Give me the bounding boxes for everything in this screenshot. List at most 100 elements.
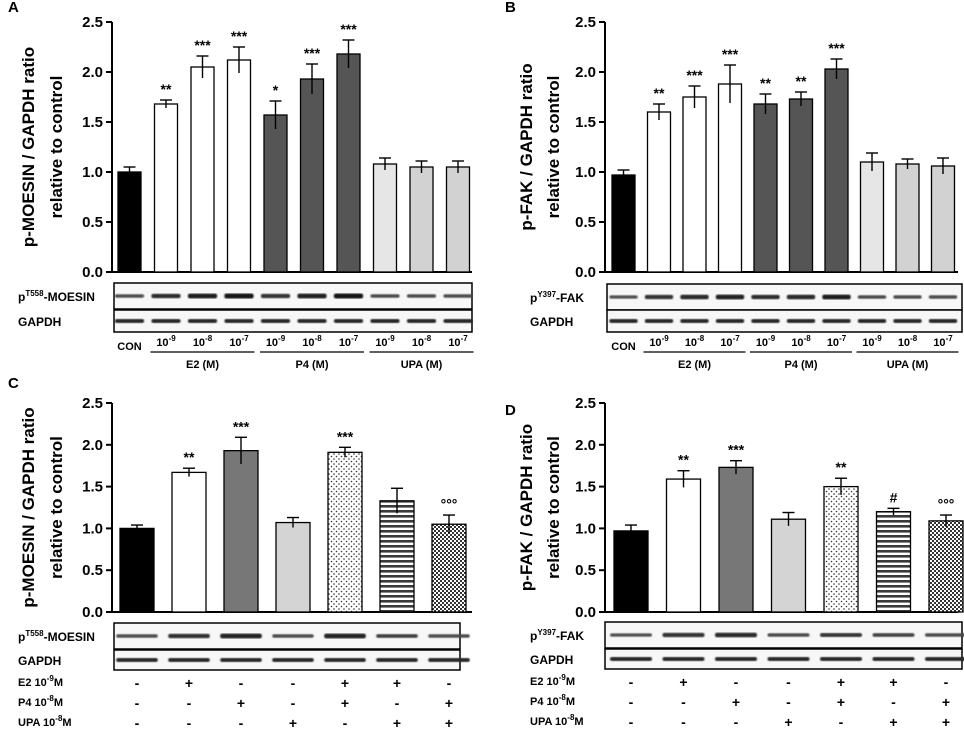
blot-band (609, 295, 638, 299)
significance-label: *** (233, 418, 250, 434)
blot-band (370, 294, 400, 298)
condition-sign: - (629, 674, 634, 690)
bar (117, 171, 142, 273)
blot-band (224, 319, 254, 323)
blot-band (925, 633, 964, 637)
condition-sign: - (839, 714, 844, 730)
y-tick-label: 2.5 (575, 14, 596, 31)
significance-label: ** (654, 85, 665, 101)
condition-sign: + (393, 675, 401, 691)
bar (263, 114, 288, 273)
condition-sign: + (237, 695, 245, 711)
bar (824, 68, 849, 273)
blot-band (151, 319, 181, 323)
condition-sign: + (445, 695, 453, 711)
x-tick-label: 10-9 (375, 334, 395, 349)
blot-label: GAPDH (530, 653, 573, 667)
y-axis-label-2: relative to control (544, 76, 563, 219)
group-label: E2 (M) (186, 359, 219, 371)
blot-band (767, 657, 810, 661)
condition-sign: + (732, 694, 740, 710)
blot-band (324, 633, 366, 639)
blot-band (220, 633, 262, 639)
condition-sign: - (135, 675, 140, 691)
blot-band (116, 658, 158, 662)
blot-band (260, 293, 291, 299)
x-tick-label: 10-9 (649, 334, 669, 349)
bar (336, 53, 361, 273)
y-tick-label: 2.5 (575, 395, 596, 412)
y-tick-label: 0.0 (575, 604, 596, 621)
y-tick-label: 1.0 (82, 164, 103, 181)
panel-b: Bp-FAK / GAPDH ratio relative to control 0… (505, 0, 963, 371)
x-tick-label: 10-7 (933, 334, 953, 349)
condition-sign: - (681, 694, 686, 710)
significance-label: ** (760, 75, 771, 91)
bar (119, 527, 155, 613)
condition-sign: - (629, 714, 634, 730)
group-label: UPA (M) (887, 359, 929, 371)
significance-label: ** (836, 459, 847, 475)
blot-band (644, 294, 674, 300)
condition-sign: + (837, 694, 845, 710)
condition-sign: - (239, 715, 244, 731)
blot-band (114, 319, 145, 323)
blot-band (443, 319, 473, 323)
y-tick-label: 0.0 (82, 264, 103, 281)
x-tick-label: 10-7 (229, 334, 249, 349)
panel-label: B (505, 0, 516, 16)
blot-band (822, 294, 851, 300)
significance-label: ** (678, 452, 689, 468)
bar (770, 518, 807, 613)
blot-label: pT558-MOESIN (18, 629, 95, 644)
panel-c: Cp-MOESIN / GAPDH ratio relative to contr… (8, 375, 472, 731)
blot-band (370, 319, 400, 323)
blot-band (168, 658, 210, 662)
blot-band (872, 657, 915, 661)
bar (153, 103, 179, 273)
condition-sign: + (784, 714, 792, 730)
y-tick-label: 1.5 (575, 114, 596, 131)
blot-band (406, 294, 437, 298)
bar (646, 111, 672, 273)
x-tick-label: 10-8 (685, 334, 705, 349)
y-axis-label: p-FAK / GAPDH ratio (517, 63, 536, 230)
blot-band (786, 319, 816, 323)
blot-label: pT558-MOESIN (18, 289, 95, 304)
x-tick-label: 10-7 (720, 334, 740, 349)
significance-label: *** (231, 28, 248, 44)
significance-label: * (273, 82, 279, 98)
condition-label: UPA 10-8M (18, 714, 72, 729)
y-tick-label: 2.5 (82, 395, 103, 412)
y-tick-label: 1.5 (82, 114, 103, 131)
blot-band (333, 319, 364, 323)
panel-label: D (505, 402, 516, 419)
x-tick-label: 10-8 (791, 334, 811, 349)
y-tick-label: 0.5 (82, 214, 103, 231)
y-tick-label: 2.0 (82, 64, 103, 81)
condition-sign: - (734, 674, 739, 690)
x-tick-label: 10-7 (448, 334, 468, 349)
y-tick-label: 1.5 (82, 479, 103, 496)
blot-band (893, 295, 922, 299)
significance-label: *** (828, 40, 845, 56)
group-label: P4 (M) (785, 359, 818, 371)
condition-label: P4 10-8M (18, 694, 63, 709)
blot-band (443, 294, 473, 298)
condition-sign: + (889, 674, 897, 690)
blot-band (767, 633, 810, 637)
blot-label: GAPDH (18, 654, 61, 668)
condition-sign: - (343, 715, 348, 731)
bar (327, 451, 363, 613)
y-tick-label: 2.5 (82, 14, 103, 31)
blot-band (428, 634, 470, 638)
y-tick-label: 0.5 (82, 562, 103, 579)
bar (875, 511, 912, 613)
blot-band (151, 293, 181, 299)
x-tick-label: CON (117, 341, 142, 353)
bar (226, 59, 252, 273)
significance-label: *** (728, 442, 745, 458)
y-tick-label: 1.0 (82, 520, 103, 537)
